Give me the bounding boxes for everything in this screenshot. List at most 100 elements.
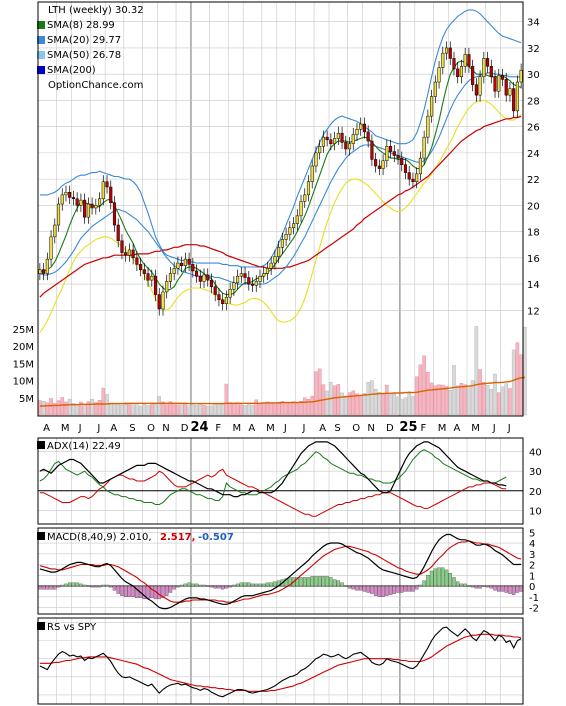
volume-bar	[213, 403, 217, 416]
volume-bar	[265, 401, 270, 416]
candle-body	[172, 268, 176, 274]
candle-body	[49, 236, 53, 260]
volume-bar	[280, 401, 285, 416]
macd-histogram-bar	[213, 585, 217, 589]
macd-histogram-bar	[362, 585, 367, 592]
adx-tick-label: 10	[529, 506, 542, 517]
volume-bar	[123, 402, 128, 416]
macd-histogram-bar	[381, 585, 385, 597]
macd-histogram-bar	[299, 577, 303, 587]
macd-histogram-bar	[463, 583, 467, 587]
candle-body	[314, 152, 318, 167]
macd-histogram-bar	[194, 583, 199, 587]
candle-body	[183, 258, 187, 266]
macd-histogram-bar	[497, 585, 501, 592]
candle-body	[262, 273, 266, 277]
macd-tick-label: -1	[529, 593, 539, 604]
volume-bar	[56, 400, 61, 416]
macd-histogram-bar	[265, 582, 270, 587]
legend-label: SMA(20) 29.77	[47, 35, 121, 46]
macd-tick-label: 5	[529, 528, 535, 539]
x-axis-label: J	[96, 423, 100, 434]
volume-bar	[235, 402, 240, 416]
volume-tick-label: 15M	[13, 359, 34, 370]
legend-label: SMA(8) 28.99	[47, 20, 115, 31]
macd-signal-line	[39, 540, 522, 603]
volume-bar	[232, 403, 236, 416]
candle-body	[355, 129, 359, 135]
volume-bar	[519, 354, 523, 416]
macd-histogram-bar	[370, 585, 374, 594]
x-axis-label: 24	[190, 420, 208, 435]
candle-body	[422, 136, 426, 159]
macd-tick-label: 2	[529, 561, 535, 572]
volume-bar	[183, 403, 188, 416]
candle-body	[56, 203, 61, 226]
macd-histogram-bar	[448, 573, 452, 587]
macd-histogram-bar	[407, 585, 411, 592]
volume-bar	[41, 401, 46, 416]
macd-histogram-bar	[179, 584, 184, 587]
volume-bar	[284, 402, 288, 416]
macd-histogram-bar	[64, 583, 68, 587]
macd-histogram-bar	[433, 568, 438, 587]
volume-bar	[247, 403, 251, 416]
macd-histogram-bar	[493, 585, 497, 591]
candle-body	[221, 299, 225, 305]
macd-histogram-bar	[49, 585, 53, 590]
candle-body	[265, 268, 269, 274]
legend-label: SMA(50) 26.78	[47, 50, 121, 61]
volume-bar	[429, 382, 434, 416]
macd-histogram-bar	[243, 582, 247, 587]
volume-bar	[38, 400, 42, 416]
volume-bar	[179, 403, 184, 416]
candle-body	[105, 181, 109, 188]
volume-bar	[138, 405, 143, 416]
candle-body	[329, 139, 333, 144]
candle-body	[94, 205, 98, 209]
macd-histogram-bar	[519, 585, 523, 592]
volume-bar	[176, 404, 180, 416]
candle-body	[45, 258, 49, 274]
volume-tick-label: 25M	[13, 325, 34, 336]
price-tick-label: 20	[527, 201, 540, 212]
volume-bar	[448, 390, 453, 416]
x-axis-label: J	[492, 423, 496, 434]
rs-panel-frame	[37, 617, 524, 705]
macd-histogram-bar	[56, 585, 61, 588]
candle-body	[280, 239, 284, 248]
price-tick-label: 30	[527, 70, 540, 81]
volume-bar	[45, 402, 50, 416]
volume-bar	[172, 403, 176, 416]
candle-body	[202, 274, 206, 282]
candle-body	[474, 84, 478, 96]
macd-histogram-bar	[511, 585, 516, 595]
candle-body	[168, 273, 172, 282]
macd-histogram-bar	[358, 585, 363, 591]
candle-body	[340, 132, 344, 143]
macd-histogram-bar	[273, 581, 277, 587]
volume-bar	[71, 403, 76, 416]
volume-bar	[254, 399, 259, 416]
macd-histogram-bar	[478, 585, 482, 589]
macd-line	[39, 533, 522, 610]
candle-body	[377, 165, 381, 169]
x-axis-label: M	[61, 423, 70, 434]
macd-histogram-bar	[142, 585, 147, 600]
macd-histogram-bar	[303, 577, 307, 587]
macd-histogram-bar	[459, 583, 464, 587]
macd-histogram-bar	[172, 585, 176, 590]
volume-bar	[351, 390, 356, 416]
macd-histogram-bar	[150, 585, 154, 599]
macd-histogram-bar	[116, 585, 120, 594]
candle-body	[284, 233, 288, 240]
volume-bar	[403, 397, 408, 416]
candle-body	[269, 262, 273, 269]
candle-body	[441, 52, 445, 68]
macd-histogram-bar	[45, 585, 50, 590]
volume-bar	[276, 402, 281, 416]
candle-body	[407, 172, 411, 180]
volume-bar	[433, 385, 438, 416]
volume-bar	[489, 388, 494, 416]
volume-bar	[467, 385, 471, 416]
